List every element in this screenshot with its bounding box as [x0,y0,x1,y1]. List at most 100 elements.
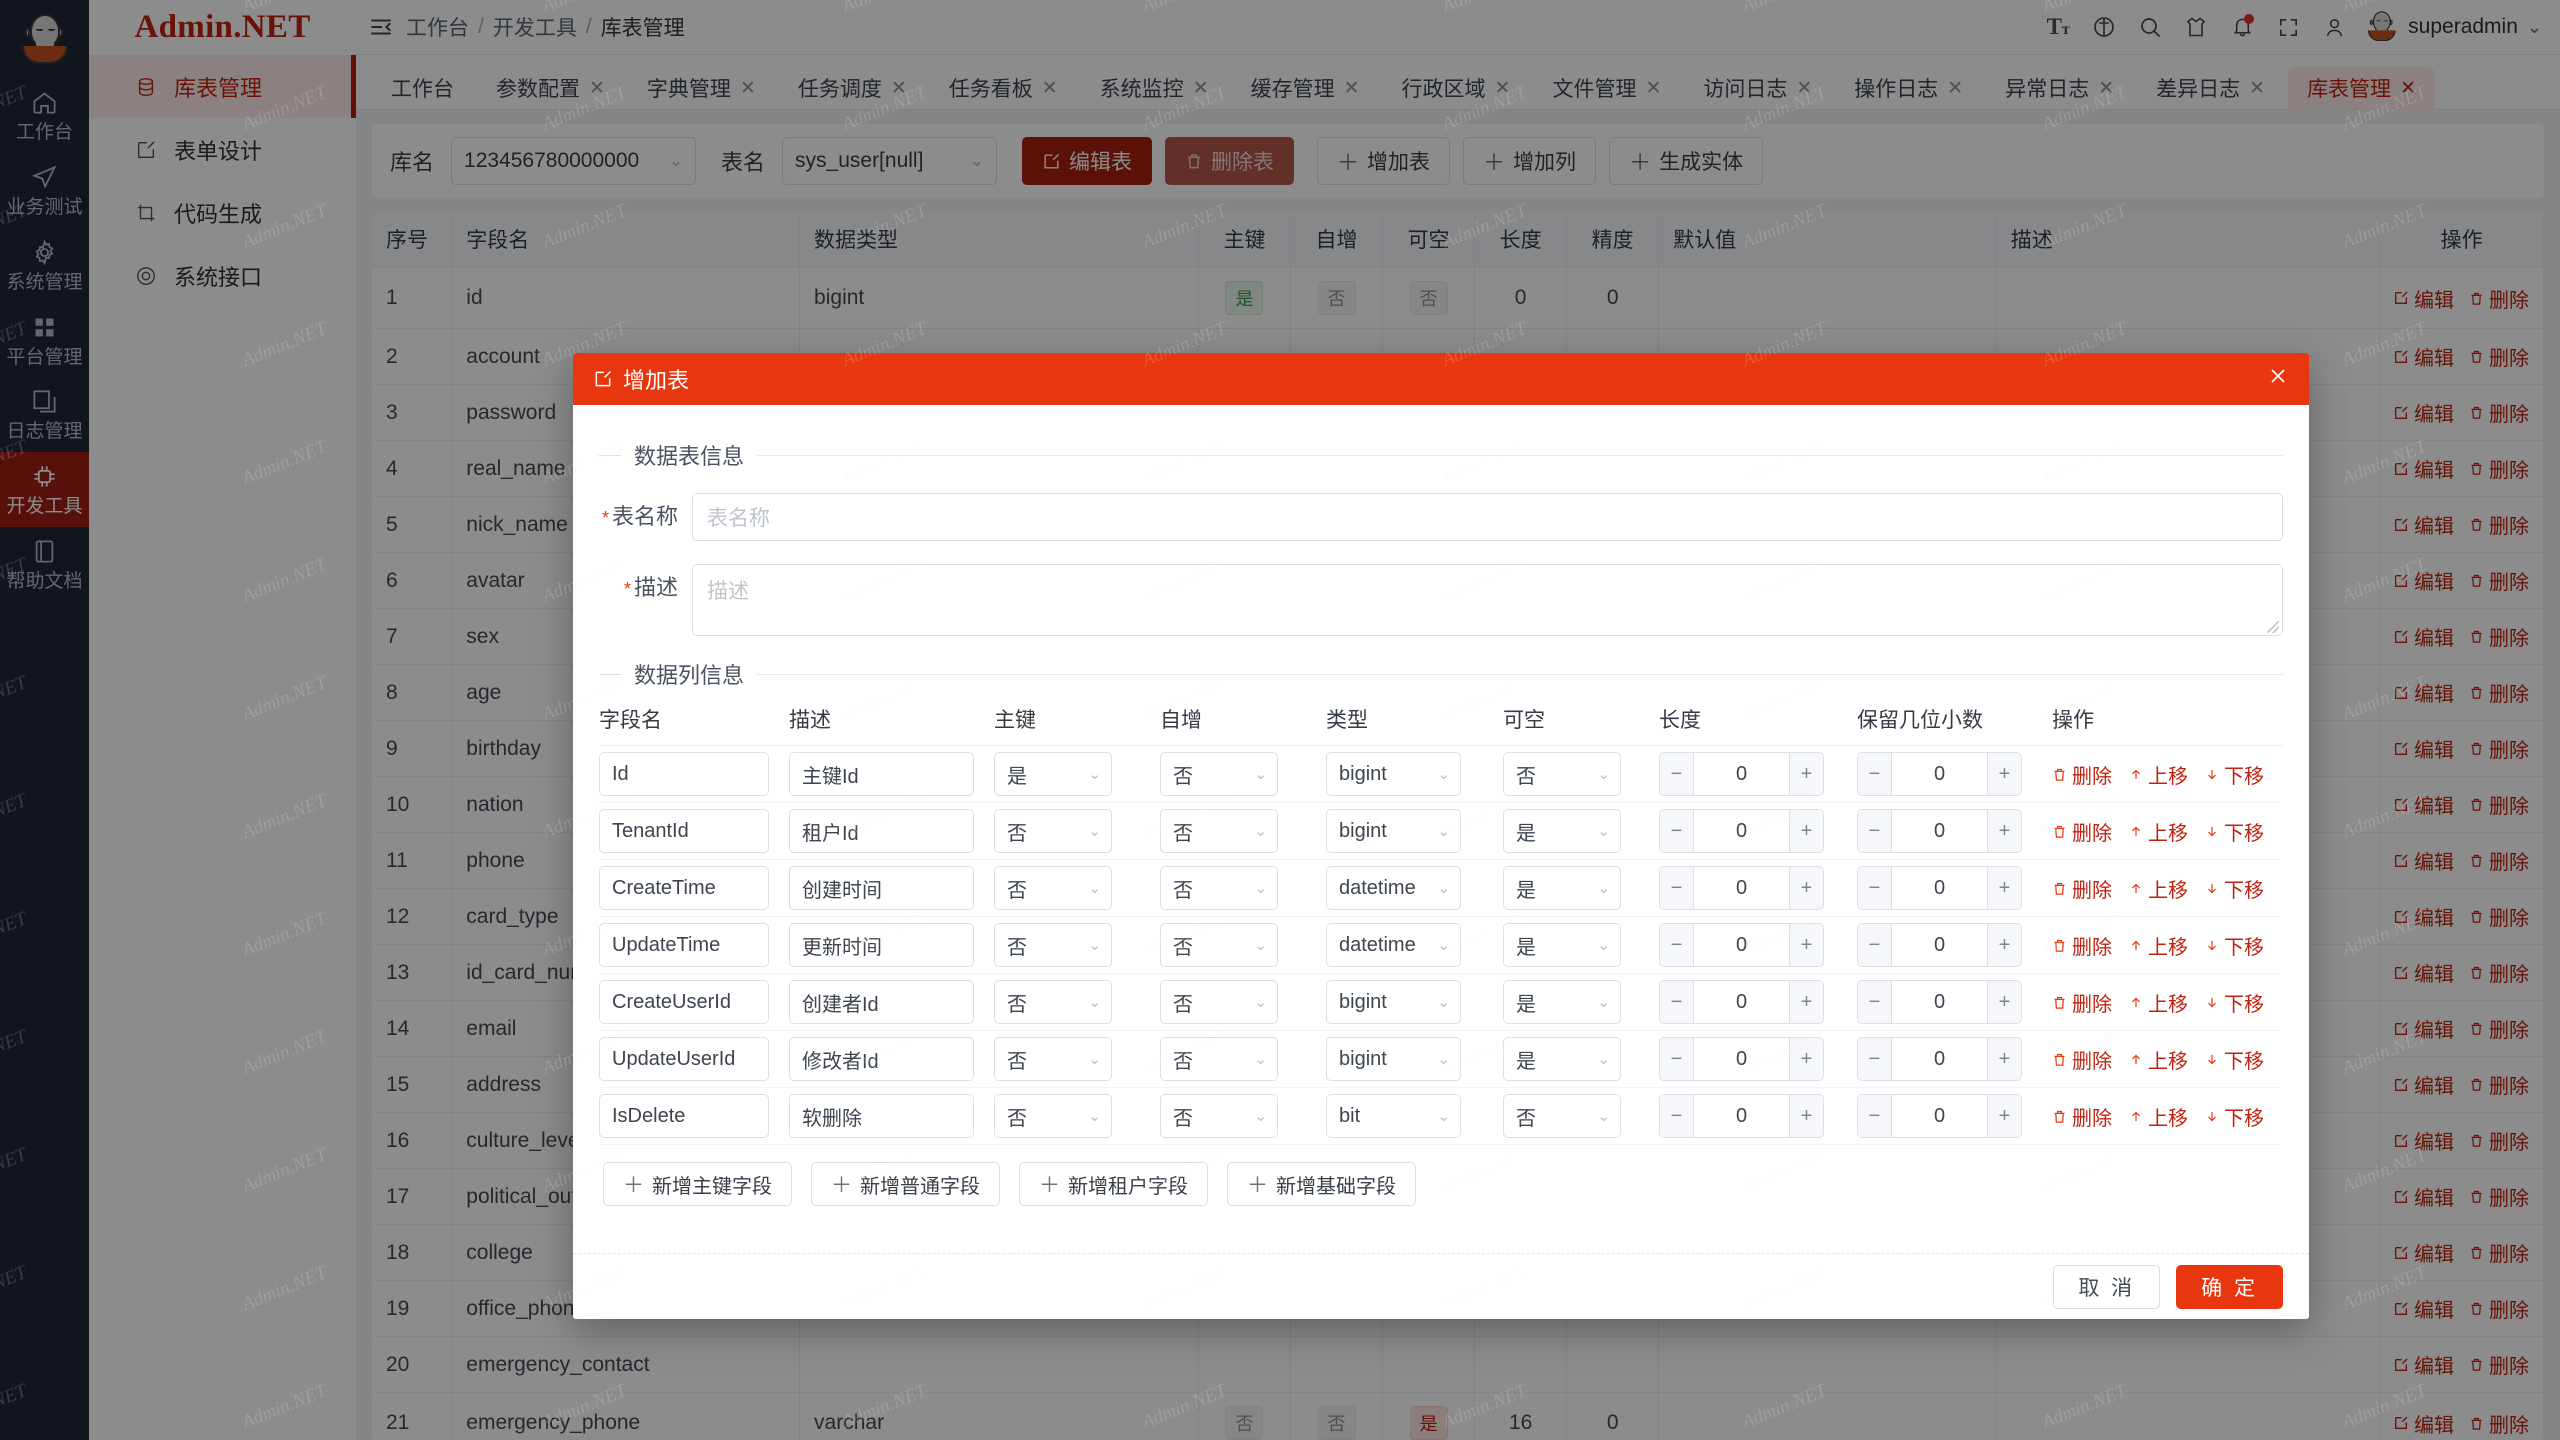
row-edit-button[interactable]: 编辑 [2393,510,2454,539]
stepper-minus-button[interactable]: − [1858,1095,1892,1137]
close-icon[interactable] [2267,365,2289,393]
description-textarea[interactable]: 描述 [692,564,2283,636]
sidebar-item-3[interactable]: 系统管理 [0,228,89,303]
editor-row-movedown-button[interactable]: 下移 [2205,760,2264,789]
search-icon[interactable] [2127,4,2173,50]
stepper-minus-button[interactable]: − [1660,867,1694,909]
stepper-minus-button[interactable]: − [1858,981,1892,1023]
editor-row-delete-button[interactable]: 删除 [2052,1045,2112,1074]
field-length-stepper[interactable]: −0 + [1659,1037,1824,1081]
resize-handle-icon[interactable] [2267,621,2279,633]
tab-3[interactable]: 字典管理 ✕ [628,67,775,109]
field-length-stepper[interactable]: −0 + [1659,980,1824,1024]
editor-row-delete-button[interactable]: 删除 [2052,988,2112,1017]
field-auto-select[interactable]: 否 ⌄ [1160,980,1278,1024]
row-edit-button[interactable]: 编辑 [2393,678,2454,707]
field-auto-select[interactable]: 否 ⌄ [1160,923,1278,967]
field-nullable-select[interactable]: 否 ⌄ [1503,1094,1621,1138]
field-pk-select[interactable]: 否 ⌄ [994,1037,1112,1081]
menu-item-4[interactable]: 系统接口 [89,244,356,307]
tab-13[interactable]: 差异日志 ✕ [2137,67,2284,109]
add-field-button-2[interactable]: ＋ 新增普通字段 [811,1162,1000,1206]
user-menu[interactable]: superadmin ⌄ [2365,10,2542,44]
field-length-value[interactable]: 0 [1694,1038,1789,1080]
editor-row-moveup-button[interactable]: 上移 [2129,1102,2188,1131]
row-edit-button[interactable]: 编辑 [2393,846,2454,875]
row-edit-button[interactable]: 编辑 [2393,1014,2454,1043]
editor-row-moveup-button[interactable]: 上移 [2129,874,2188,903]
row-edit-button[interactable]: 编辑 [2393,622,2454,651]
row-delete-button[interactable]: 删除 [2469,342,2529,371]
row-edit-button[interactable]: 编辑 [2393,958,2454,987]
row-delete-button[interactable]: 删除 [2469,566,2529,595]
menu-item-1[interactable]: 库表管理 [89,55,356,118]
editor-row-moveup-button[interactable]: 上移 [2129,817,2188,846]
field-auto-select[interactable]: 否 ⌄ [1160,752,1278,796]
field-type-select[interactable]: bigint ⌄ [1326,1037,1461,1081]
user-icon[interactable] [2311,4,2357,50]
table-name-input[interactable]: 表名称 [692,493,2283,541]
stepper-minus-button[interactable]: − [1660,810,1694,852]
field-pk-select[interactable]: 否 ⌄ [994,809,1112,853]
row-edit-button[interactable]: 编辑 [2393,1070,2454,1099]
tab-11[interactable]: 操作日志 ✕ [1835,67,1982,109]
field-decimal-value[interactable]: 0 [1892,981,1987,1023]
stepper-plus-button[interactable]: + [1789,1095,1823,1137]
field-auto-select[interactable]: 否 ⌄ [1160,1094,1278,1138]
field-decimal-value[interactable]: 0 [1892,867,1987,909]
sidebar-item-5[interactable]: 日志管理 [0,377,89,452]
sidebar-item-7[interactable]: 帮助文档 [0,527,89,602]
tab-close-icon[interactable]: ✕ [2249,77,2266,99]
row-delete-button[interactable]: 删除 [2469,902,2529,931]
row-delete-button[interactable]: 删除 [2469,398,2529,427]
field-desc-input[interactable]: 创建者Id [789,980,974,1024]
stepper-plus-button[interactable]: + [1987,981,2021,1023]
field-decimal-value[interactable]: 0 [1892,753,1987,795]
tab-5[interactable]: 任务看板 ✕ [930,67,1077,109]
edit-table-button[interactable]: 编辑表 [1022,137,1153,185]
field-name-input[interactable]: CreateTime [599,866,769,910]
stepper-minus-button[interactable]: − [1660,753,1694,795]
editor-row-movedown-button[interactable]: 下移 [2205,1102,2264,1131]
row-edit-button[interactable]: 编辑 [2393,1182,2454,1211]
field-name-input[interactable]: Id [599,752,769,796]
table-row[interactable]: 1 id bigint 是否否 0 0 编辑 删除 [372,267,2544,329]
field-name-input[interactable]: UpdateUserId [599,1037,769,1081]
table-select[interactable]: sys_user[null] ⌄ [782,137,998,185]
field-pk-select[interactable]: 否 ⌄ [994,866,1112,910]
row-delete-button[interactable]: 删除 [2469,790,2529,819]
breadcrumb-item-1[interactable]: 工作台 [406,17,469,40]
field-type-select[interactable]: bigint ⌄ [1326,980,1461,1024]
stepper-minus-button[interactable]: − [1660,1095,1694,1137]
row-edit-button[interactable]: 编辑 [2393,284,2454,313]
editor-row-movedown-button[interactable]: 下移 [2205,874,2264,903]
editor-row-delete-button[interactable]: 删除 [2052,874,2112,903]
field-decimal-stepper[interactable]: −0 + [1857,1037,2022,1081]
tab-close-icon[interactable]: ✕ [2098,77,2115,99]
stepper-plus-button[interactable]: + [1789,867,1823,909]
field-length-stepper[interactable]: −0 + [1659,809,1824,853]
row-edit-button[interactable]: 编辑 [2393,1238,2454,1267]
stepper-plus-button[interactable]: + [1987,867,2021,909]
row-delete-button[interactable]: 删除 [2469,1409,2529,1438]
stepper-plus-button[interactable]: + [1987,924,2021,966]
row-delete-button[interactable]: 删除 [2469,1182,2529,1211]
row-delete-button[interactable]: 删除 [2469,846,2529,875]
field-auto-select[interactable]: 否 ⌄ [1160,866,1278,910]
breadcrumb-item-2[interactable]: 开发工具 [492,17,577,40]
stepper-plus-button[interactable]: + [1789,810,1823,852]
add-column-button[interactable]: ＋ 增加列 [1463,137,1597,185]
menu-item-3[interactable]: 代码生成 [89,181,356,244]
tab-1[interactable]: 工作台 [372,67,473,109]
editor-row-delete-button[interactable]: 删除 [2052,1102,2112,1131]
row-delete-button[interactable]: 删除 [2469,454,2529,483]
field-type-select[interactable]: bigint ⌄ [1326,752,1461,796]
editor-row-moveup-button[interactable]: 上移 [2129,931,2188,960]
editor-row-movedown-button[interactable]: 下移 [2205,1045,2264,1074]
tab-10[interactable]: 访问日志 ✕ [1684,67,1831,109]
field-nullable-select[interactable]: 是 ⌄ [1503,866,1621,910]
stepper-plus-button[interactable]: + [1789,981,1823,1023]
menu-item-2[interactable]: 表单设计 [89,118,356,181]
tab-close-icon[interactable]: ✕ [589,77,605,99]
field-type-select[interactable]: bit ⌄ [1326,1094,1461,1138]
